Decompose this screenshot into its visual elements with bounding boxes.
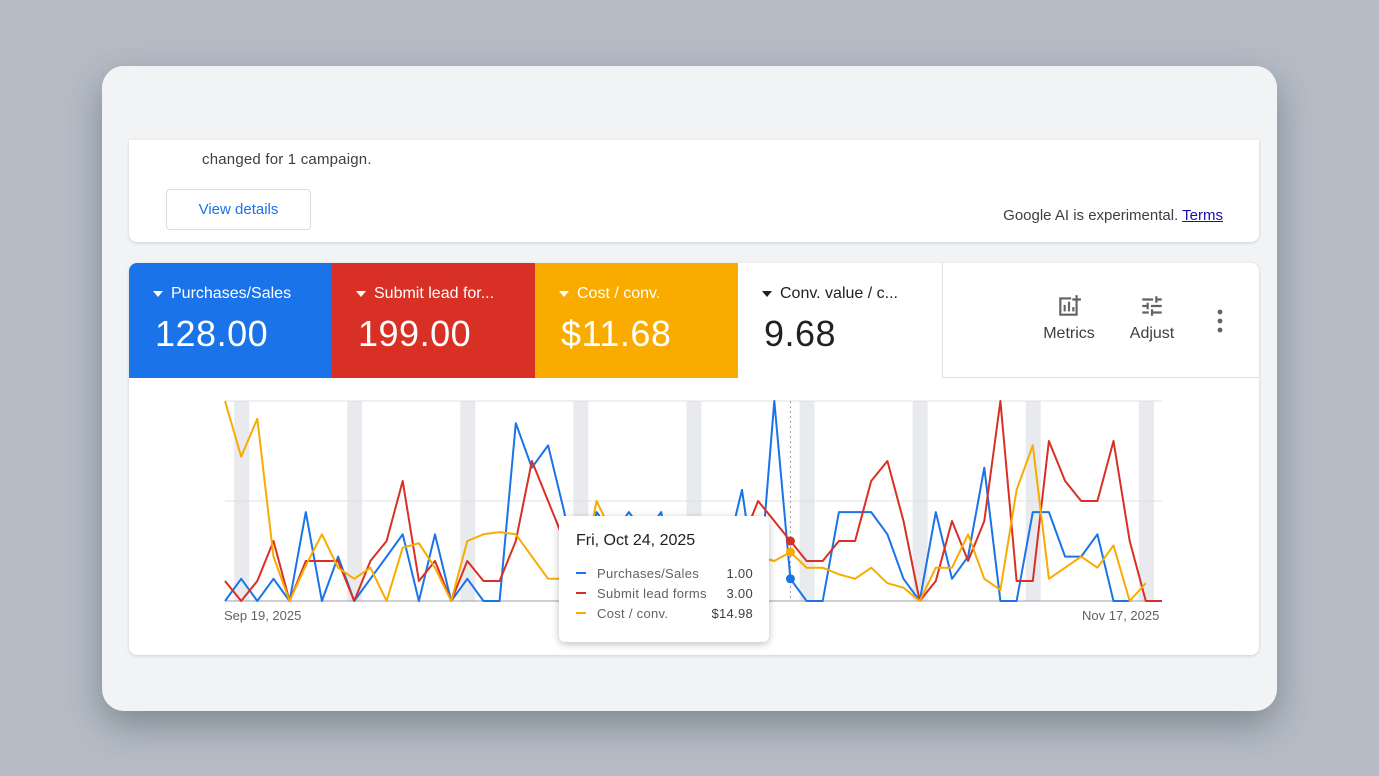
tooltip-row: Submit lead forms 3.00 [576, 583, 753, 603]
add-chart-icon [1059, 295, 1081, 316]
ai-experimental-note: Google AI is experimental. Terms [1003, 207, 1223, 224]
scorecard-conv-value[interactable]: Conv. value / c... 9.68 [738, 263, 943, 378]
tooltip-series-value: 1.00 [726, 565, 753, 581]
scorecard-value: 199.00 [358, 313, 472, 354]
chart-tooltip: Fri, Oct 24, 2025 Purchases/Sales 1.00 S… [559, 516, 769, 642]
scorecard-label: Conv. value / c... [780, 285, 898, 302]
scorecard-value: $11.68 [561, 313, 672, 354]
ai-note-text: Google AI is experimental. [1003, 207, 1179, 224]
tooltip-row: Purchases/Sales 1.00 [576, 563, 753, 583]
more-vert-icon [1217, 309, 1223, 333]
scorecard-row: Purchases/Sales 128.00 Submit lead for..… [129, 263, 1259, 378]
terms-link[interactable]: Terms [1182, 207, 1223, 224]
scorecard-cost-per-conv[interactable]: Cost / conv. $11.68 [535, 263, 738, 378]
dropdown-caret-icon [762, 291, 772, 297]
metrics-label: Metrics [1043, 325, 1095, 342]
tooltip-series-value: 3.00 [726, 585, 753, 601]
scorecard-label: Purchases/Sales [171, 285, 292, 302]
hover-point-0 [785, 574, 795, 584]
tooltip-series-value: $14.98 [711, 605, 753, 621]
more-options-button[interactable] [1213, 307, 1227, 335]
metrics-button[interactable]: Metrics [1034, 293, 1104, 353]
x-axis-end-label: Nov 17, 2025 [1082, 608, 1160, 623]
tooltip-row: Cost / conv. $14.98 [576, 603, 753, 623]
top-strip [102, 66, 1277, 140]
tooltip-series-name: Submit lead forms [597, 585, 707, 601]
dropdown-caret-icon [153, 291, 163, 297]
scorecard-label: Submit lead for... [374, 285, 495, 302]
tooltip-series-name: Cost / conv. [597, 605, 669, 621]
scorecard-purchases[interactable]: Purchases/Sales 128.00 [129, 263, 332, 378]
adjust-button[interactable]: Adjust [1117, 293, 1187, 353]
adjust-label: Adjust [1129, 325, 1175, 342]
series-swatch [576, 612, 586, 614]
x-axis-start-label: Sep 19, 2025 [224, 608, 302, 623]
dropdown-caret-icon [559, 291, 569, 297]
insight-text: changed for 1 campaign. [202, 151, 372, 168]
ai-insight-card: changed for 1 campaign. View details Goo… [129, 140, 1259, 242]
hover-point-1 [785, 536, 795, 546]
tooltip-date: Fri, Oct 24, 2025 [576, 532, 696, 549]
scorecard-label: Cost / conv. [577, 285, 661, 302]
scorecard-lead-forms[interactable]: Submit lead for... 199.00 [332, 263, 535, 378]
view-details-button[interactable]: View details [166, 189, 311, 230]
tooltip-series-name: Purchases/Sales [597, 565, 700, 581]
performance-chart-card: Purchases/Sales 128.00 Submit lead for..… [129, 263, 1259, 655]
tune-icon [1142, 296, 1162, 316]
series-swatch [576, 592, 586, 594]
chart-tools: Metrics Adjust [943, 263, 1259, 378]
scorecard-value: 9.68 [764, 313, 837, 354]
hover-point-2 [785, 547, 795, 557]
scorecard-value: 128.00 [155, 313, 269, 354]
series-swatch [576, 572, 586, 574]
app-window: changed for 1 campaign. View details Goo… [102, 66, 1277, 711]
dropdown-caret-icon [356, 291, 366, 297]
